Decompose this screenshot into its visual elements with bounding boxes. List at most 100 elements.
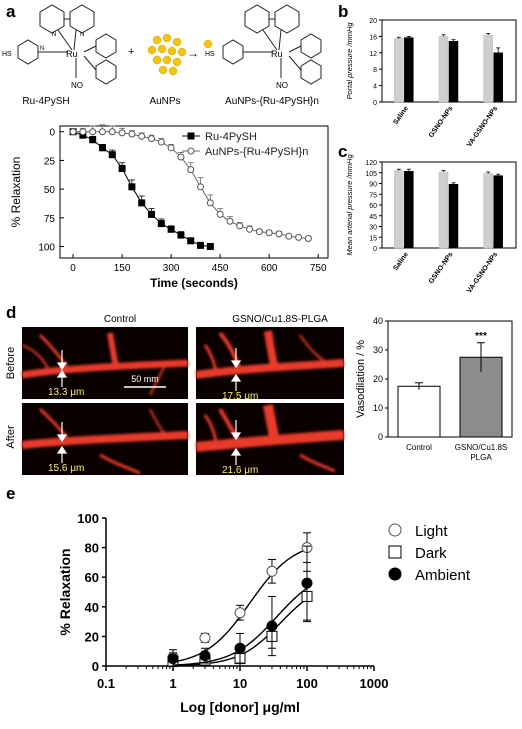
ligand-label-right: NO bbox=[276, 81, 288, 90]
x-tick-label: 150 bbox=[114, 263, 131, 274]
measurement-treated-before: 17.5 μm bbox=[222, 391, 258, 402]
n-label-1: N bbox=[52, 32, 56, 38]
data-point bbox=[216, 210, 224, 218]
data-point bbox=[285, 232, 293, 240]
label-aunps: AuNPs bbox=[149, 96, 180, 107]
data-point bbox=[234, 607, 246, 619]
bar bbox=[394, 38, 404, 103]
x-axis-label: Log [donor] μg/ml bbox=[180, 699, 300, 715]
data-point bbox=[157, 138, 165, 146]
y-tick-label: 75 bbox=[369, 192, 377, 199]
scale-bar-label: 50 mm bbox=[131, 374, 159, 384]
category-label: GSNO-NPs bbox=[428, 251, 455, 285]
y-tick-label: 15 bbox=[369, 235, 377, 242]
data-point bbox=[187, 237, 195, 245]
data-point bbox=[255, 228, 263, 236]
y-tick-label: 90 bbox=[369, 182, 377, 189]
data-point bbox=[157, 220, 165, 228]
data-point bbox=[138, 199, 146, 207]
data-point bbox=[295, 233, 303, 241]
row-label-after: After bbox=[5, 425, 17, 449]
category-label: GSNO-NPs bbox=[428, 105, 455, 139]
data-point bbox=[199, 632, 211, 644]
y-tick-label: 0 bbox=[92, 659, 99, 674]
metal-label-right: Ru bbox=[271, 49, 283, 59]
y-tick-label: 4 bbox=[373, 84, 377, 91]
y-tick-label: 105 bbox=[365, 171, 377, 178]
col-label-control: Control bbox=[104, 314, 136, 325]
data-point bbox=[197, 241, 205, 249]
portal-pressure-chart: 0 4 8 12 16 20 Portal pressure /mmHg Saline GSNO… bbox=[345, 18, 517, 148]
y-axis-label: Vasodilation / % bbox=[355, 340, 367, 418]
y-axis-label: Mean arterial pressure /mmHg bbox=[345, 154, 354, 256]
y-tick-label: 30 bbox=[369, 225, 377, 232]
bar bbox=[438, 171, 449, 249]
y-tick-label: 0 bbox=[49, 128, 55, 139]
micrograph-control-after bbox=[21, 403, 189, 475]
bar bbox=[448, 183, 459, 249]
y-tick-label: 20 bbox=[373, 374, 383, 384]
legend-label: Ru-4PySH bbox=[205, 131, 257, 143]
y-tick-label: 40 bbox=[373, 316, 383, 326]
thiol-label-right: HS bbox=[205, 51, 215, 58]
data-point bbox=[197, 183, 205, 191]
gold-nanoparticles-icon bbox=[147, 33, 187, 76]
row-label-before: Before bbox=[5, 347, 17, 379]
y-axis-label: Portal pressure /mmHg bbox=[345, 22, 354, 100]
data-point bbox=[128, 183, 136, 191]
measurement-arrows bbox=[56, 348, 242, 465]
legend-marker bbox=[187, 132, 195, 140]
panel-label-b: b bbox=[338, 2, 349, 21]
y-tick-label: 100 bbox=[38, 243, 55, 254]
data-point bbox=[98, 144, 106, 152]
y-tick-label: 0 bbox=[378, 432, 383, 442]
data-point bbox=[128, 130, 136, 138]
x-axis-label: Time (seconds) bbox=[150, 276, 238, 290]
micrograph-treated-before bbox=[195, 327, 345, 399]
data-point bbox=[236, 222, 244, 230]
x-tick-label: 450 bbox=[212, 263, 229, 274]
y-tick-label: 40 bbox=[85, 600, 99, 615]
data-point bbox=[118, 164, 126, 172]
panel-label-e: e bbox=[6, 484, 16, 503]
y-tick-label: 25 bbox=[44, 156, 56, 167]
data-point bbox=[79, 128, 87, 136]
bar bbox=[438, 36, 449, 103]
arterial-pressure-chart: 0 15 30 45 60 75 90 105 120 Mean arterial pressur… bbox=[345, 154, 517, 295]
measurement-treated-after: 21.6 μm bbox=[222, 465, 258, 476]
data-point bbox=[206, 243, 214, 251]
micrograph-treated-after bbox=[195, 403, 345, 475]
legend-label: Dark bbox=[415, 545, 447, 562]
category-label: PLGA bbox=[470, 453, 492, 462]
dose-response-chart: 0 20 40 60 80 100 0.1 1 10 100 1000 Log [donor] μg/… bbox=[60, 511, 471, 715]
y-tick-label: 60 bbox=[369, 203, 377, 210]
label-ru-4pysh: Ru-4PySH bbox=[22, 96, 69, 107]
y-tick-label: 120 bbox=[365, 160, 377, 167]
y-tick-label: 0 bbox=[373, 100, 377, 107]
bar bbox=[483, 34, 493, 103]
vasodilation-chart: 0 10 20 30 40 Vasodilation / % Control GSNO/Cu1… bbox=[355, 316, 513, 462]
y-axis-label: % Relaxation bbox=[60, 548, 73, 635]
category-label: GSNO/Cu1.8S bbox=[455, 443, 507, 452]
legend-label: Ambient bbox=[415, 567, 471, 584]
reaction-arrow: → bbox=[187, 46, 199, 60]
plus-sign: + bbox=[128, 46, 134, 58]
category-label: Control bbox=[406, 443, 432, 452]
y-tick-label: 100 bbox=[77, 511, 99, 526]
data-point bbox=[275, 230, 283, 238]
x-tick-label: 750 bbox=[310, 263, 327, 274]
data-point bbox=[199, 650, 211, 662]
molecule-left-structure bbox=[17, 4, 117, 85]
bar bbox=[404, 37, 414, 103]
data-point bbox=[301, 577, 313, 589]
legend-marker bbox=[388, 567, 402, 581]
legend-marker bbox=[388, 523, 402, 537]
y-tick-label: 16 bbox=[369, 34, 377, 41]
metal-label-left: Ru bbox=[66, 49, 78, 59]
microscopy-panel: Control GSNO/Cu1.8S-PLGA Before After bbox=[5, 314, 345, 476]
gold-particle-icon bbox=[203, 39, 213, 49]
y-tick-label: 20 bbox=[85, 629, 99, 644]
category-label: VA-GSNO-NPs bbox=[466, 251, 499, 295]
data-point bbox=[187, 166, 195, 174]
data-point bbox=[266, 565, 278, 577]
